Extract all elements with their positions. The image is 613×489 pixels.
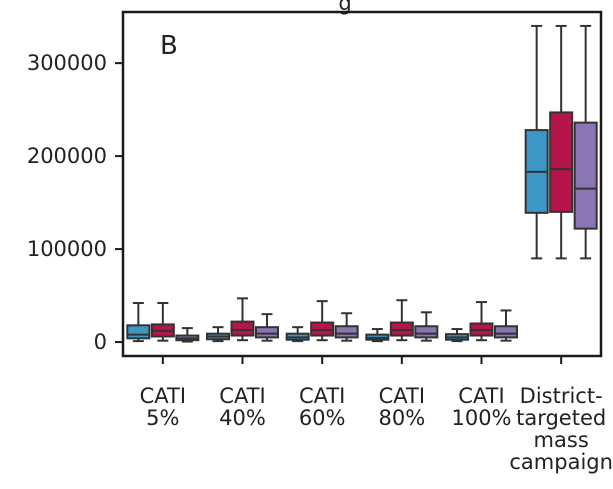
box-plot xyxy=(365,328,390,343)
plot-frame xyxy=(121,10,603,358)
box-iqr xyxy=(334,325,359,339)
box-plot xyxy=(206,326,230,343)
x-tick-label: District-targeted mass campaign xyxy=(509,384,613,474)
box-plot xyxy=(414,311,439,342)
box-iqr xyxy=(230,320,255,337)
x-tick-label-line: 5% xyxy=(146,406,179,430)
x-tick-label-line: CATI xyxy=(140,384,186,408)
panel-label: B xyxy=(160,31,178,61)
box-plot xyxy=(285,326,310,343)
box-plot xyxy=(334,312,359,342)
box-plot xyxy=(573,24,598,260)
x-tick-label: CATI 5% xyxy=(140,384,186,430)
x-tick-label-line: 100% xyxy=(451,406,511,430)
x-tick-label: CATI 80% xyxy=(378,384,425,430)
x-tick-label: CATI 100% xyxy=(451,384,511,430)
y-tick-label: 100000 xyxy=(27,237,107,261)
x-tick-label: CATI 40% xyxy=(219,384,266,430)
x-tick-label-line: CATI xyxy=(458,384,504,408)
x-tick-label: CATI 60% xyxy=(299,384,346,430)
box-plot xyxy=(445,328,469,343)
x-tick-label-line: campaign xyxy=(509,450,613,474)
box-plot xyxy=(255,313,279,342)
box-iqr xyxy=(255,326,279,339)
y-tick-label: 0 xyxy=(94,330,107,354)
box-plot xyxy=(524,24,549,260)
x-tick-label-line: mass xyxy=(534,428,589,452)
box-plots xyxy=(126,24,598,343)
box-iqr xyxy=(126,324,151,340)
box-iqr xyxy=(573,121,598,230)
y-tick-label: 200000 xyxy=(27,144,107,168)
box-iqr xyxy=(494,325,518,339)
box-plot xyxy=(150,302,175,342)
x-tick-label-line: 40% xyxy=(219,406,266,430)
x-tick-label-line: targeted xyxy=(516,406,606,430)
box-plot xyxy=(549,24,574,260)
box-plot xyxy=(494,309,518,342)
box-iqr xyxy=(549,111,574,213)
x-tick-label-line: District- xyxy=(520,384,603,408)
y-axis: 0 100000 200000 300000 xyxy=(27,51,123,354)
box-plot xyxy=(389,299,414,342)
x-tick-label-line: CATI xyxy=(299,384,345,408)
box-plot xyxy=(310,300,335,342)
x-tick-label-line: CATI xyxy=(379,384,425,408)
box-iqr xyxy=(414,325,439,339)
x-axis: CATI 5%CATI 40%CATI 60%CATI 80%CATI 100%Distr… xyxy=(140,356,613,474)
box-plot xyxy=(469,301,494,342)
box-plot xyxy=(230,297,255,342)
box-plot xyxy=(175,327,200,343)
y-tick-label: 300000 xyxy=(27,51,107,75)
x-tick-label-line: 80% xyxy=(378,406,425,430)
box-plot xyxy=(126,302,151,343)
x-tick-label-line: 60% xyxy=(299,406,346,430)
x-tick-label-line: CATI xyxy=(219,384,265,408)
